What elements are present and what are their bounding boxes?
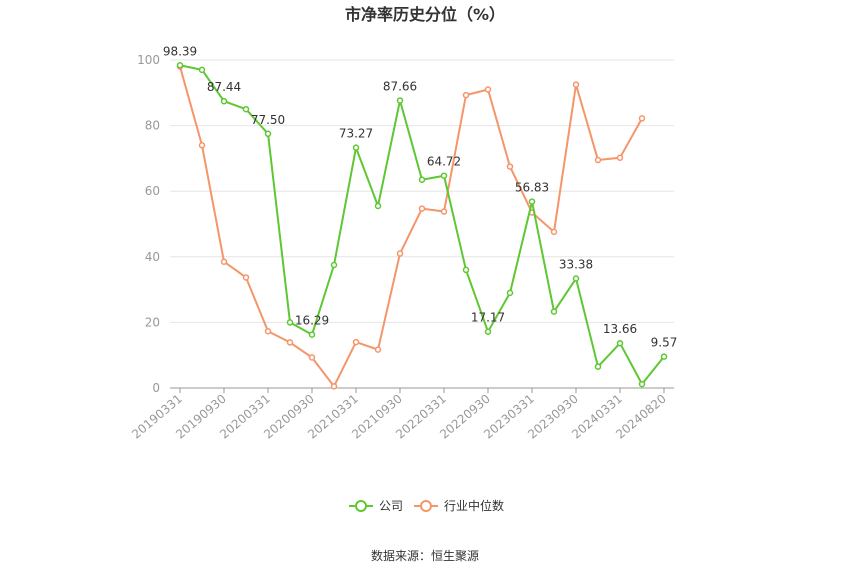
data-point — [484, 86, 492, 93]
data-point — [506, 289, 514, 297]
y-tick-label: 40 — [145, 250, 160, 264]
y-tick-label: 20 — [145, 315, 160, 329]
data-point — [198, 66, 206, 74]
data-label: 17.17 — [471, 311, 505, 325]
data-point — [220, 258, 228, 265]
legend-swatch-marker — [355, 500, 367, 512]
source-note: 数据来源：恒生聚源 — [371, 548, 479, 563]
data-point — [330, 261, 338, 269]
data-point — [286, 319, 294, 326]
data-point — [572, 81, 580, 88]
data-point — [308, 354, 316, 361]
grid-lines — [170, 59, 674, 323]
data-point — [506, 163, 514, 170]
data-label: 33.38 — [559, 258, 593, 272]
data-label: 98.39 — [163, 44, 197, 58]
data-label: 56.83 — [515, 181, 549, 195]
data-point — [572, 275, 580, 282]
data-point — [616, 154, 624, 161]
data-point — [638, 115, 646, 122]
data-point — [638, 380, 646, 388]
data-point — [242, 105, 250, 113]
y-tick-label: 80 — [145, 119, 160, 133]
legend-swatch-marker — [420, 500, 432, 512]
data-point — [198, 142, 206, 149]
data-point — [462, 91, 470, 99]
data-point — [374, 202, 382, 210]
data-label: 87.44 — [207, 80, 241, 94]
data-point — [374, 346, 382, 353]
data-point — [660, 353, 668, 360]
data-point — [418, 176, 426, 183]
y-axis: 0 20 40 60 80 100 — [137, 53, 160, 395]
legend-label: 行业中位数 — [444, 498, 504, 513]
data-label: 16.29 — [295, 314, 329, 328]
data-label: 13.66 — [603, 322, 637, 336]
data-point — [396, 250, 404, 257]
data-point — [594, 156, 602, 164]
y-tick-label: 0 — [152, 381, 160, 395]
data-point — [330, 383, 338, 390]
data-point — [176, 62, 184, 69]
series-layer — [176, 62, 668, 390]
data-point — [352, 144, 360, 151]
x-axis: 2019033120190930202003312020093020210331… — [129, 387, 674, 442]
data-point — [550, 228, 558, 236]
data-point — [308, 331, 316, 338]
data-point — [396, 97, 404, 104]
data-point — [220, 97, 228, 105]
data-point — [616, 339, 624, 347]
data-point — [242, 274, 250, 281]
y-tick-label: 100 — [137, 53, 160, 67]
data-point — [286, 339, 294, 346]
data-point — [352, 338, 360, 346]
series-line-1 — [179, 66, 643, 388]
data-point — [550, 308, 558, 315]
data-point — [440, 208, 448, 215]
data-label: 73.27 — [339, 127, 373, 141]
data-label: 87.66 — [383, 79, 417, 93]
data-point — [418, 205, 426, 212]
data-point — [594, 363, 602, 370]
chart-title: 市净率历史分位（%） — [345, 5, 505, 24]
data-point — [264, 130, 272, 138]
data-point — [528, 198, 536, 205]
data-labels: 98.39 87.44 77.50 16.29 73.27 87.66 64.72 17.17… — [163, 44, 678, 349]
data-label: 9.57 — [651, 336, 678, 350]
data-label: 77.50 — [251, 113, 285, 127]
legend: 公司 行业中位数 — [349, 498, 504, 513]
data-point — [264, 328, 272, 335]
data-label: 64.72 — [427, 155, 461, 169]
y-tick-label: 60 — [145, 184, 160, 198]
data-point — [484, 328, 492, 335]
data-point — [462, 266, 470, 274]
data-point — [440, 172, 448, 179]
legend-label: 公司 — [379, 499, 403, 513]
